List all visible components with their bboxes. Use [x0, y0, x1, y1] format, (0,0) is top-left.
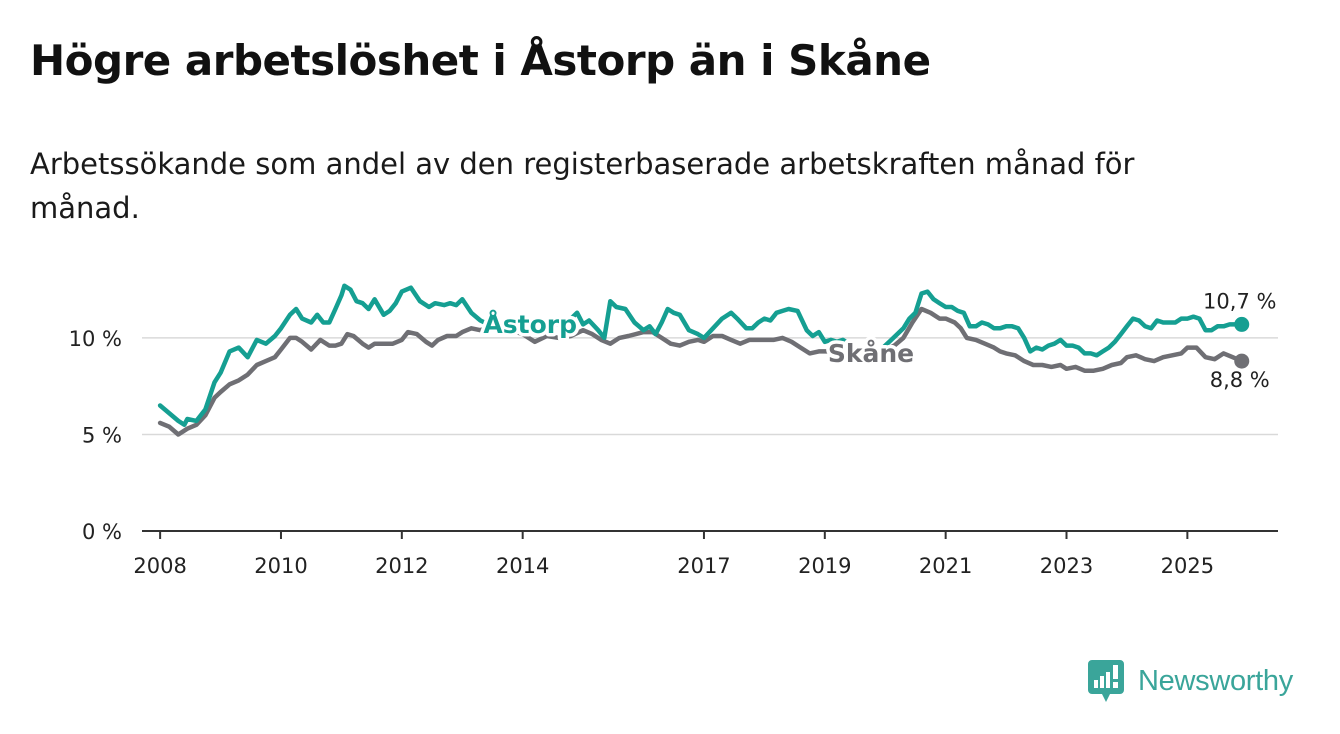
y-tick-label: 0 % — [82, 520, 122, 544]
chart-subtitle: Arbetssökande som andel av den registerb… — [30, 147, 1135, 225]
skane-end-value-label: 8,8 % — [1210, 368, 1270, 392]
astorp-series-line — [157, 283, 1244, 428]
x-tick-label: 2012 — [375, 554, 428, 578]
newsworthy-brand: Newsworthy — [1088, 660, 1293, 702]
skane-end-point — [1234, 353, 1250, 369]
x-tick-label: 2014 — [496, 554, 549, 578]
astorp-series-label: Åstorp — [483, 310, 577, 339]
skane-series-label: Skåne — [828, 339, 914, 368]
x-tick-label: 2021 — [919, 554, 972, 578]
chart-title: Högre arbetslöshet i Åstorp än i Skåne — [30, 36, 931, 85]
bar-chart-logo-icon — [1088, 660, 1124, 702]
label-layer: Åstorp Skåne 10,7 % 8,8 % — [480, 289, 1277, 392]
grid-layer — [142, 337, 1278, 436]
brand-name: Newsworthy — [1138, 664, 1293, 697]
axis-layer: 0 % 5 % 10 % 2008 2010 2012 2014 2017 2019 2021 20… — [69, 327, 1278, 578]
astorp-end-point — [1234, 316, 1250, 332]
x-tick-label: 2010 — [254, 554, 307, 578]
x-tick-label: 2008 — [133, 554, 186, 578]
astorp-end-value-label: 10,7 % — [1203, 289, 1276, 313]
series-layer — [157, 283, 1250, 437]
x-tick-label: 2025 — [1161, 554, 1214, 578]
x-tick-label: 2017 — [677, 554, 730, 578]
x-tick-label: 2019 — [798, 554, 851, 578]
line-chart: 0 % 5 % 10 % 2008 2010 2012 2014 2017 2019 2021 20… — [69, 283, 1278, 578]
y-tick-label: 10 % — [69, 327, 122, 351]
x-tick-label: 2023 — [1040, 554, 1093, 578]
skane-series-line — [157, 306, 1244, 437]
y-tick-label: 5 % — [82, 423, 122, 447]
